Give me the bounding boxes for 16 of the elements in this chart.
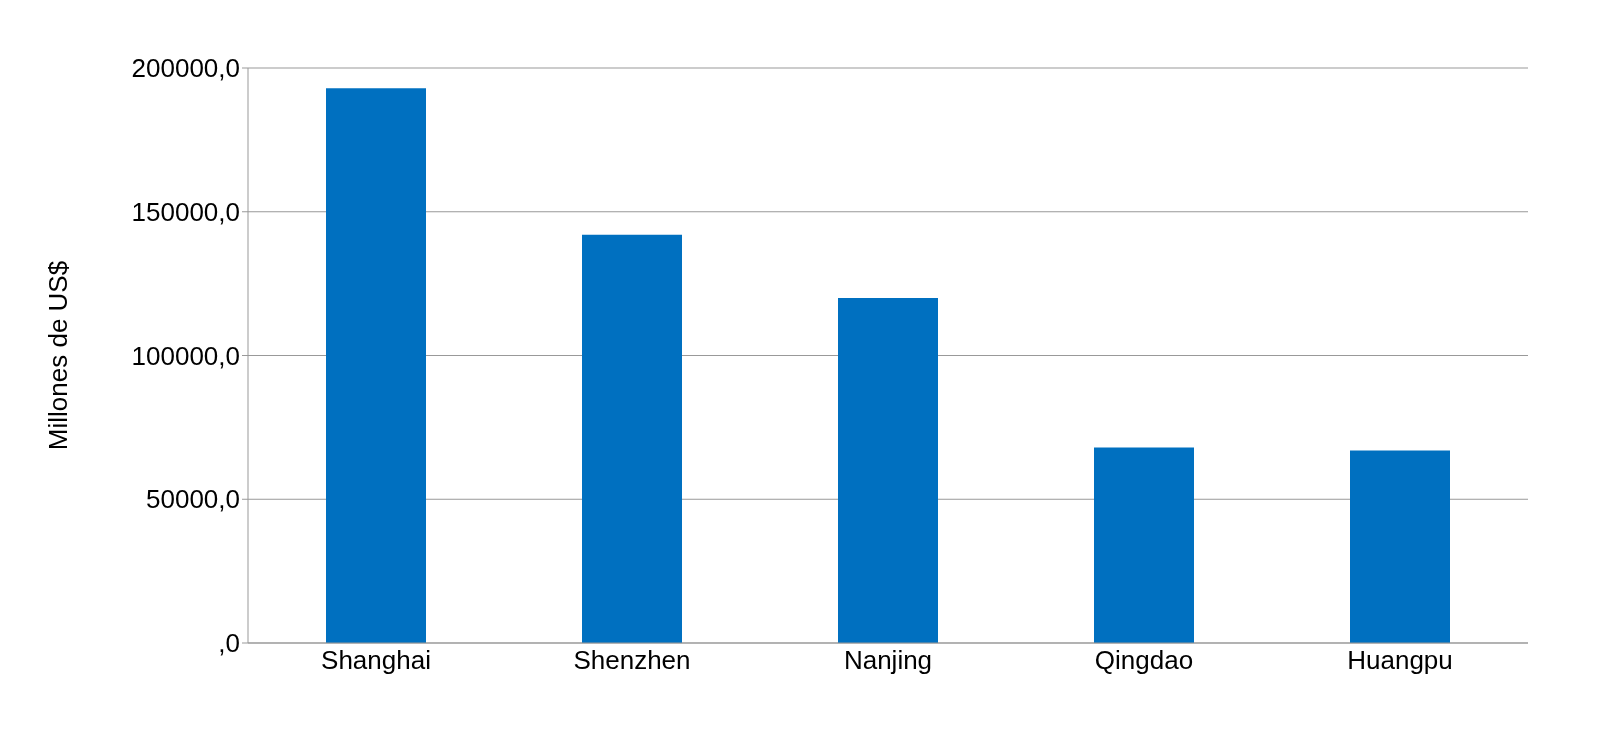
y-tick-label: 200000,0 [131, 53, 240, 84]
y-tick-label: 150000,0 [131, 196, 240, 227]
bar [1350, 450, 1450, 643]
x-tick-label: Nanjing [843, 645, 933, 676]
y-tick-label: ,0 [218, 628, 240, 659]
bar [838, 298, 938, 643]
x-tick-label: Shenzhen [573, 645, 691, 676]
y-axis-title: Millones de US$ [43, 260, 74, 451]
x-tick-label: Qingdao [1094, 645, 1194, 676]
bar [582, 234, 682, 643]
y-tick-label: 100000,0 [131, 340, 240, 371]
y-tick-label: 50000,0 [146, 484, 240, 515]
x-tick-label: Huangpu [1347, 645, 1453, 676]
bar [326, 88, 426, 643]
bar [1094, 447, 1194, 643]
x-tick-label: Shanghai [321, 645, 431, 676]
